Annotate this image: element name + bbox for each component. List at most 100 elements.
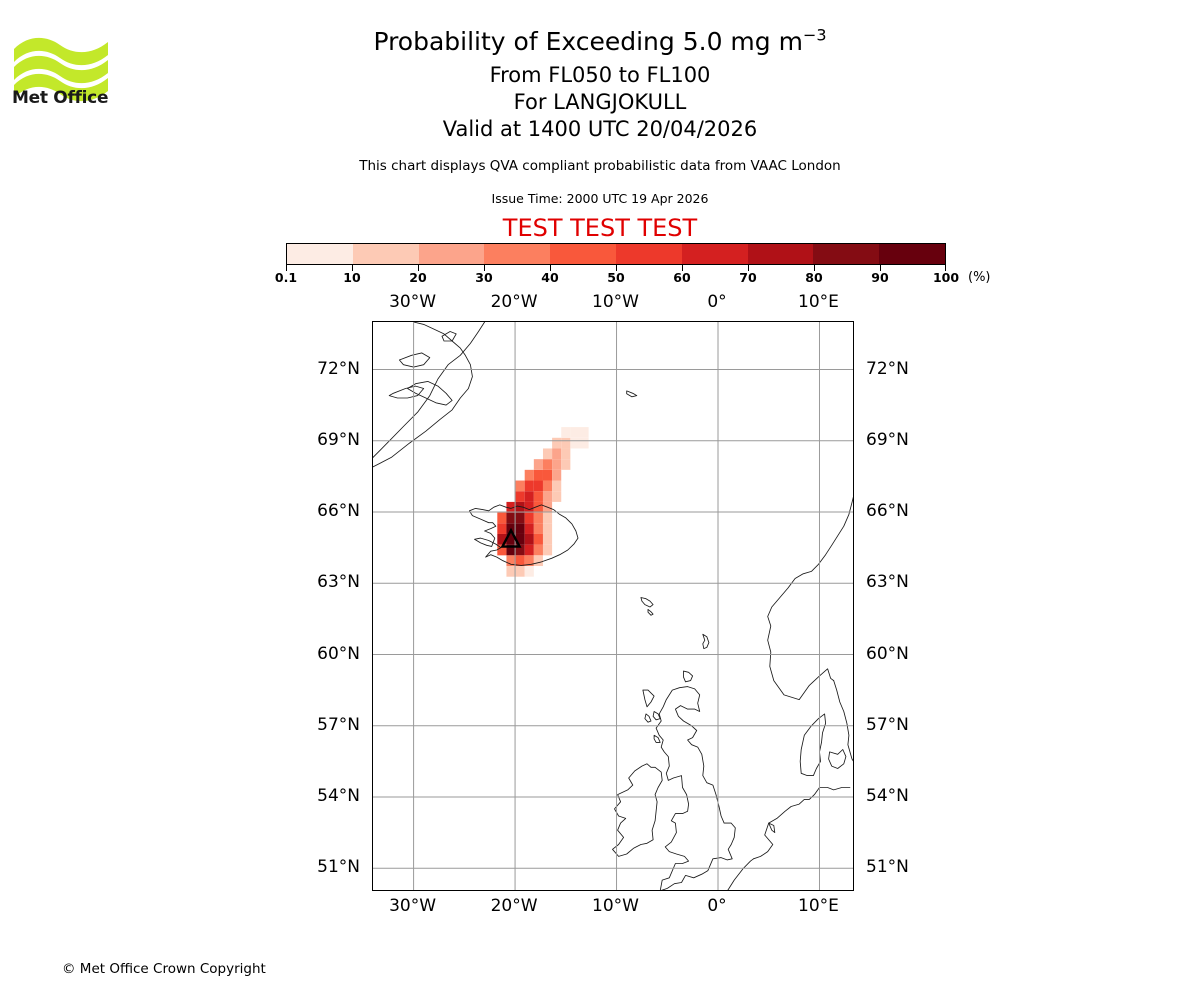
ash-cell-40 (552, 491, 562, 502)
ash-cell-27 (515, 512, 525, 524)
ash-cell-58 (561, 437, 571, 449)
colorbar-band-8 (813, 244, 880, 264)
ash-cell-6 (506, 555, 516, 567)
ash-cell-55 (552, 448, 562, 460)
ash-cell-13 (497, 533, 507, 545)
lon-label-bottom-0°: 0° (707, 896, 727, 916)
ash-cell-24 (542, 523, 553, 534)
ash-cell-48 (542, 469, 553, 481)
ash-cell-11 (515, 566, 525, 577)
volcano-marker (500, 527, 522, 548)
ash-cell-45 (552, 480, 562, 492)
ash-cell-38 (533, 491, 543, 502)
lat-label-left-60°N: 60°N (317, 643, 360, 664)
colorbar-tick-8 (814, 265, 815, 271)
coastline-denmark-isl (828, 749, 847, 769)
colorbar-tick-6 (682, 265, 683, 271)
lat-label-left-66°N: 66°N (317, 501, 360, 521)
coastline-denmark-jut (799, 713, 827, 777)
coastline-iceland (468, 504, 579, 566)
colorbar-band-2 (418, 244, 485, 264)
page-title-text: Probability of Exceeding 5.0 mg m (373, 27, 803, 56)
ash-probability-cells (497, 427, 589, 577)
ash-cell-39 (542, 491, 553, 502)
ash-cell-53 (561, 459, 571, 470)
lat-label-right-66°N: 66°N (866, 501, 909, 521)
lat-label-right-72°N: 72°N (866, 358, 909, 379)
issue-time: Issue Time: 2000 UTC 19 Apr 2026 (491, 191, 709, 206)
ash-cell-29 (533, 512, 543, 524)
coastline-greenland-fjord-c (398, 352, 431, 368)
ash-cell-8 (524, 555, 534, 567)
lon-label-top-0°: 0° (707, 292, 727, 312)
lon-label-bottom-10°E: 10°E (798, 896, 839, 916)
lon-label-bottom-20°W: 20°W (490, 896, 538, 916)
colorbar-band-3 (484, 244, 551, 264)
ash-cell-3 (533, 544, 543, 556)
ash-cell-32 (515, 501, 525, 513)
lat-label-left-69°N: 69°N (317, 429, 360, 450)
coastline-nl-be-de (753, 787, 851, 860)
ash-cell-28 (524, 512, 534, 524)
lat-label-right-54°N: 54°N (866, 786, 909, 806)
ash-cell-9 (533, 555, 543, 567)
ash-cell-7 (515, 555, 525, 567)
test-banner: TEST TEST TEST (502, 214, 698, 242)
volcano-subtitle: For LANGJOKULL (513, 90, 687, 114)
coastline-faroe-2 (647, 608, 654, 616)
colorbar-band-4 (550, 244, 616, 264)
colorbar-tick-7 (748, 265, 749, 271)
ash-cell-14 (506, 533, 516, 545)
ash-cell-49 (552, 469, 562, 481)
ash-cell-50 (533, 459, 543, 470)
lon-label-bottom-10°W: 10°W (592, 896, 640, 916)
colorbar-label-100: 100 (932, 270, 960, 285)
lat-label-right-57°N: 57°N (866, 714, 909, 735)
ash-cell-61 (561, 427, 571, 438)
ash-cell-46 (524, 469, 534, 481)
ash-cell-62 (570, 427, 580, 438)
lat-label-right-63°N: 63°N (866, 572, 909, 593)
probability-colorbar (286, 243, 946, 265)
lat-label-left-63°N: 63°N (317, 572, 360, 593)
ash-cell-52 (552, 459, 562, 470)
lat-label-left-51°N: 51°N (317, 857, 360, 878)
page-title: Probability of Exceeding 5.0 mg m−3 (0, 26, 1200, 58)
valid-time-subtitle: Valid at 1400 UTC 20/04/2026 (442, 117, 758, 141)
logo-wave-3 (14, 73, 108, 102)
colorbar-tick-10 (945, 265, 946, 271)
lon-label-top-30°W: 30°W (389, 292, 437, 312)
lon-label-top-10°E: 10°E (798, 292, 839, 312)
colorbar-bands (286, 243, 946, 265)
ash-cell-63 (579, 427, 589, 438)
colorbar-label-20: 20 (409, 270, 427, 285)
ash-cell-23 (533, 523, 543, 534)
ash-cell-26 (506, 512, 516, 524)
colorbar-tick-2 (418, 265, 419, 271)
ash-cell-36 (515, 491, 525, 502)
coastline-ireland (612, 763, 663, 857)
coastline-greenland-fjord-b (388, 385, 425, 399)
coastline-shetland (702, 633, 710, 650)
colorbar-label-10: 10 (343, 270, 361, 285)
colorbar-label-0.1: 0.1 (274, 270, 298, 285)
ash-cell-44 (542, 480, 553, 492)
lon-label-bottom-30°W: 30°W (389, 896, 437, 916)
ash-cell-19 (497, 523, 507, 534)
coastline-faroe (640, 597, 654, 608)
ash-cell-18 (542, 533, 553, 545)
map-gridlines (373, 322, 853, 890)
ash-cell-43 (533, 480, 543, 492)
flight-level-subtitle: From FL050 to FL100 (489, 63, 711, 87)
coastline-greenland-coast-main (373, 322, 473, 468)
coastlines (373, 322, 853, 890)
colorbar-band-0 (287, 244, 353, 264)
ash-cell-5 (497, 544, 507, 556)
colorbar-tick-labels: 0.1 10 20 30 40 50 60 70 80 90 100 (275, 270, 959, 288)
colorbar-band-1 (352, 244, 419, 264)
ash-cell-60 (579, 437, 589, 449)
ash-cell-47 (533, 469, 543, 481)
coastline-gb-main (655, 686, 736, 890)
ash-cell-12 (524, 566, 534, 577)
ash-cell-37 (524, 491, 534, 502)
